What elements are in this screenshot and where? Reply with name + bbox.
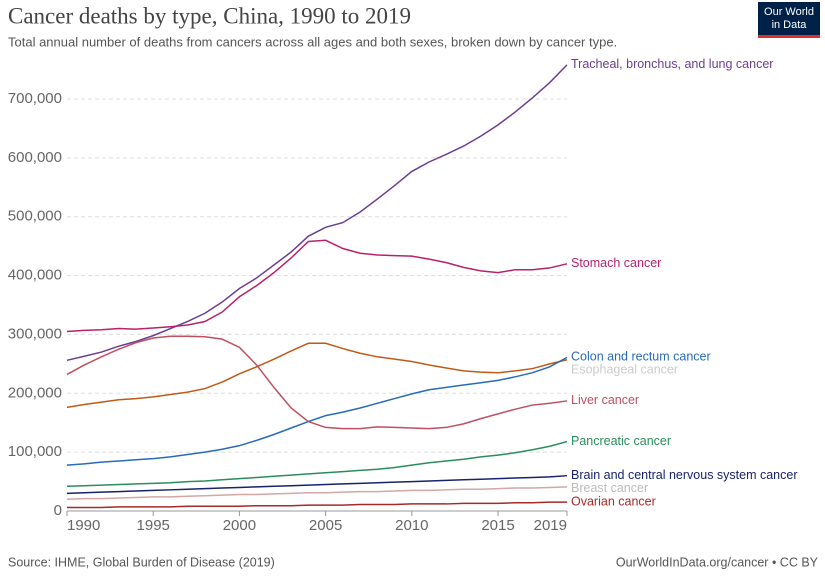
logo	[758, 2, 820, 38]
series-line	[66, 474, 568, 495]
series-line	[66, 356, 568, 466]
series-line	[66, 342, 568, 409]
y-tick-label: 700,000	[8, 90, 62, 107]
x-tick-label: 2015	[481, 517, 514, 534]
logo-text: in Data	[772, 19, 808, 31]
credit: OurWorldInData.org/cancer • CC BY	[616, 555, 819, 569]
legend-label: Pancreatic cancer	[571, 434, 671, 448]
series-line	[66, 335, 568, 430]
logo-bar	[758, 35, 820, 38]
legend-label: Ovarian cancer	[571, 494, 656, 508]
series-line	[66, 486, 568, 500]
y-tick-label: 0	[54, 502, 62, 519]
legend-label: Tracheal, bronchus, and lung cancer	[571, 57, 773, 71]
legend-label: Breast cancer	[571, 481, 648, 495]
x-tick-label: 2010	[395, 517, 428, 534]
x-tick-label: 1990	[67, 517, 100, 534]
y-tick-label: 500,000	[8, 208, 62, 225]
series-line	[66, 239, 568, 333]
source: Source: IHME, Global Burden of Disease (…	[8, 555, 275, 569]
legend-label: Colon and rectum cancer	[571, 350, 711, 364]
legend-label: Brain and central nervous system cancer	[571, 468, 798, 482]
legend-label: Liver cancer	[571, 393, 639, 407]
y-tick-label: 100,000	[8, 443, 62, 460]
y-tick-label: 400,000	[8, 267, 62, 284]
logo-text: Our World	[764, 6, 814, 18]
y-tick-label: 200,000	[8, 384, 62, 401]
chart-subtitle: Total annual number of deaths from cance…	[8, 34, 617, 49]
chart-title: Cancer deaths by type, China, 1990 to 20…	[8, 3, 411, 28]
series-line	[66, 440, 568, 488]
x-tick-label: 2005	[309, 517, 342, 534]
legend-label: Esophageal cancer	[571, 363, 678, 377]
y-tick-label: 600,000	[8, 149, 62, 166]
series-line	[67, 501, 567, 509]
y-tick-label: 300,000	[8, 325, 62, 342]
legend-label: Stomach cancer	[571, 256, 661, 270]
x-tick-label: 2019	[534, 517, 567, 534]
x-tick-label: 2000	[223, 517, 256, 534]
series-line	[66, 64, 568, 362]
x-tick-label: 1995	[137, 517, 170, 534]
